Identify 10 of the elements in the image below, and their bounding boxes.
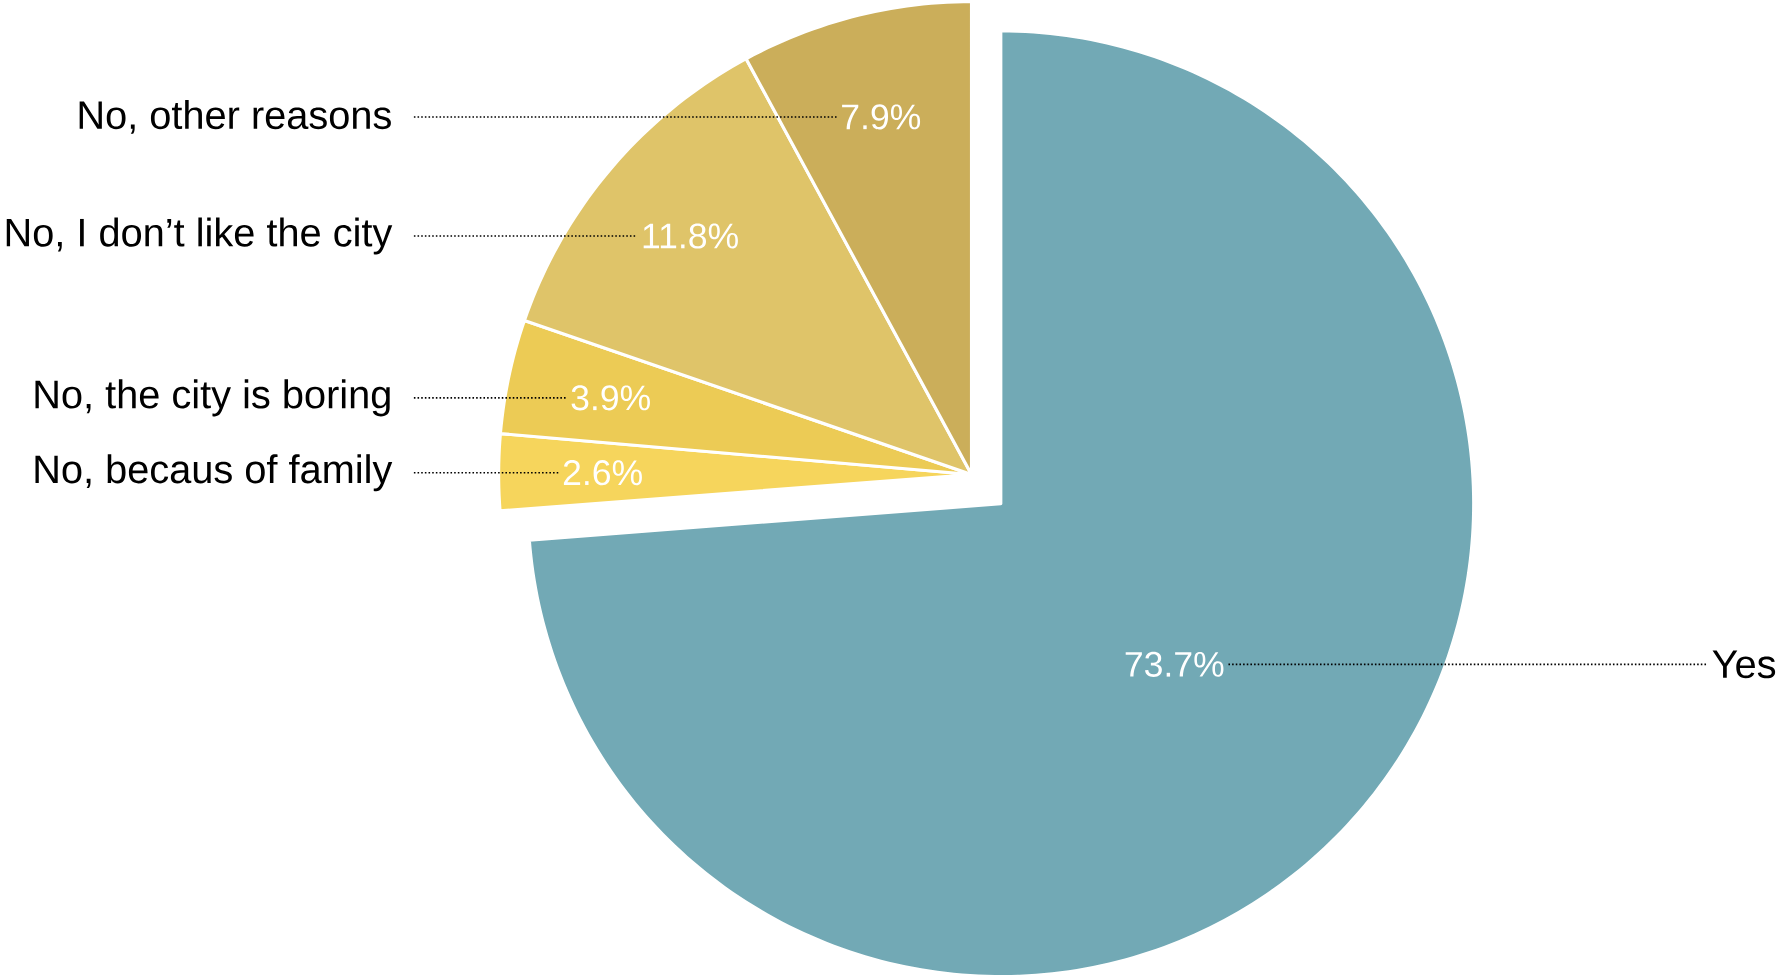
slice-label: No, becaus of family xyxy=(35,454,393,492)
data-label: 73.7% xyxy=(1125,651,1224,677)
data-label: 11.8% xyxy=(643,223,738,249)
data-label: 7.9% xyxy=(842,104,921,130)
slice-label: No, the city is boring xyxy=(35,379,390,417)
data-label: 3.9% xyxy=(571,385,650,411)
slice-label: No, other reasons xyxy=(79,99,391,134)
slice-label: Yes xyxy=(1712,650,1776,679)
data-label: 2.6% xyxy=(563,460,642,486)
slice-label: No, I don’t like the city xyxy=(6,217,393,255)
